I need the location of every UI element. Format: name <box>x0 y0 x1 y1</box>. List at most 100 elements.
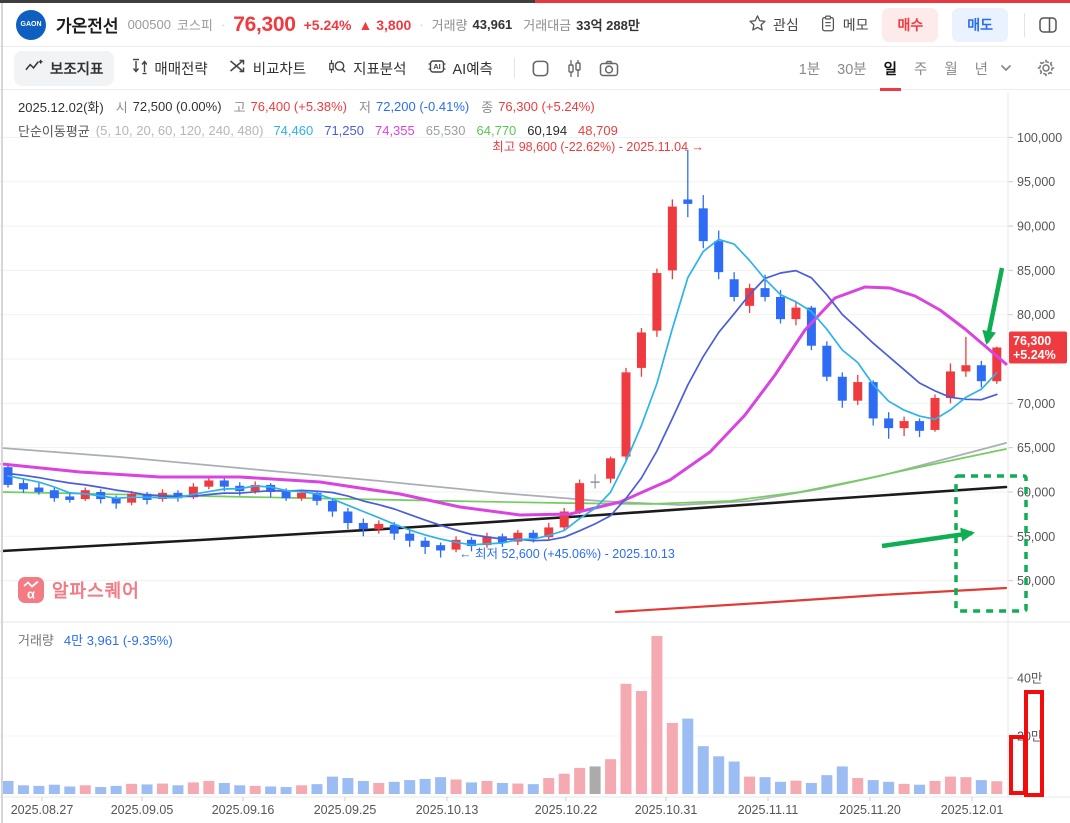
panel-toggle-icon[interactable] <box>1038 15 1058 35</box>
timeframe-day[interactable]: 일 <box>879 58 902 91</box>
price-gridlines <box>0 136 1008 582</box>
camera-icon[interactable] <box>599 59 619 77</box>
stock-logo-text: GAON <box>20 21 42 28</box>
ma-legend: 단순이동평균 (5, 10, 20, 60, 120, 240, 480) 74… <box>18 121 629 140</box>
buy-button[interactable]: 매수 <box>882 7 939 42</box>
svg-text:100,000: 100,000 <box>1017 131 1062 145</box>
close-value: 76,300 (+5.24%) <box>498 99 595 114</box>
timeframe-week[interactable]: 주 <box>913 61 928 78</box>
svg-text:2025.09.16: 2025.09.16 <box>212 803 275 817</box>
price-badge: 76,300+5.24% <box>1009 331 1067 364</box>
open-value: 72,500 (0.00%) <box>132 99 222 114</box>
long-ma-lines <box>0 442 1008 614</box>
gear-icon[interactable] <box>1036 58 1056 78</box>
dot-separator: · <box>419 17 424 32</box>
change-percent: +5.24% <box>303 16 352 33</box>
high-label: 고 <box>233 100 246 115</box>
ma-value: 64,770 <box>476 123 517 138</box>
square-select-icon[interactable] <box>531 59 550 78</box>
current-price: 76,300 <box>233 12 296 36</box>
timeframe-month[interactable]: 월 <box>944 61 958 78</box>
memo-button[interactable]: 메모 <box>819 14 869 36</box>
window-left-border <box>1 3 3 823</box>
chevron-down-icon[interactable] <box>1000 64 1012 72</box>
stock-title: 가온전선 <box>56 17 119 36</box>
ma20-line <box>0 285 1008 517</box>
svg-text:40만: 40만 <box>1017 672 1043 686</box>
star-icon <box>748 14 767 36</box>
ohlc-legend: 2025.12.02(화) 시 72,500 (0.00%) 고 76,400 … <box>18 97 595 116</box>
ma480-line <box>614 586 1008 614</box>
ma-value: 71,250 <box>324 123 364 138</box>
change-amount: ▲ 3,800 <box>358 16 412 33</box>
svg-text:+5.24%: +5.24% <box>1013 348 1056 362</box>
price-axis-labels: 100,000 95,000 90,000 85,000 80,000 70,000 65,… <box>1008 131 1062 588</box>
ma-legend-values: 74,460 71,250 74,355 65,530 64,770 60,194 48,7… <box>273 123 628 138</box>
volume-label: 거래량 <box>431 18 468 33</box>
turnover-label: 거래대금 <box>523 18 572 33</box>
analysis-button[interactable]: 지표분석 <box>327 58 407 79</box>
svg-text:90,000: 90,000 <box>1017 220 1055 234</box>
high-annotation: 최고 98,600 (-22.62%) - 2025.11.04 → <box>492 140 704 154</box>
svg-text:85,000: 85,000 <box>1017 264 1055 278</box>
compare-button[interactable]: 비교차트 <box>229 58 306 79</box>
indicator-label: 보조지표 <box>50 61 104 78</box>
svg-text:2025.09.25: 2025.09.25 <box>314 803 377 817</box>
memo-icon <box>819 14 837 36</box>
watch-button-label: 관심 <box>772 16 799 33</box>
svg-text:50,000: 50,000 <box>1017 574 1055 588</box>
pane-frames <box>0 92 1070 798</box>
ma-legend-params: (5, 10, 20, 60, 120, 240, 480) <box>95 123 264 138</box>
svg-text:← 최저 52,600 (+45.06%) - 2025.1: ← 최저 52,600 (+45.06%) - 2025.10.13 <box>459 547 675 561</box>
stock-logo: GAON <box>16 9 46 40</box>
svg-text:2025.11.11: 2025.11.11 <box>738 803 799 817</box>
indicator-button[interactable]: 보조지표 <box>14 50 115 86</box>
svg-text:2025.10.13: 2025.10.13 <box>416 803 479 817</box>
close-label: 종 <box>481 100 494 115</box>
open-label: 시 <box>115 100 128 115</box>
memo-button-label: 메모 <box>842 16 869 33</box>
volume-bars <box>2 635 1003 794</box>
drawn-dash-rect <box>954 474 1028 613</box>
timeframe-year[interactable]: 년 <box>974 61 988 78</box>
svg-text:60,000: 60,000 <box>1017 485 1055 499</box>
low-label: 저 <box>359 100 371 115</box>
candle-style-icon[interactable] <box>567 59 582 78</box>
candles <box>3 149 1002 558</box>
svg-text:65,000: 65,000 <box>1017 441 1055 455</box>
ma10-line <box>7 269 998 542</box>
timeframe-group: 1분 30분 일 주 월 년 <box>782 58 1056 91</box>
svg-text:55,000: 55,000 <box>1017 530 1055 544</box>
volume-legend: 거래량 4만 3,961 (-9.35%) <box>18 630 173 649</box>
header: GAON 가온전선 000500 코스피 · 76,300 +5.24% ▲ 3… <box>0 3 1070 47</box>
ma5-line <box>7 238 998 546</box>
ma-legend-label: 단순이동평균 <box>18 124 90 139</box>
indicator-analysis-icon <box>327 58 346 79</box>
watch-button[interactable]: 관심 <box>748 14 799 36</box>
dot-separator: · <box>220 17 226 32</box>
svg-text:최고 98,600 (-22.62%) - 2025.11.: 최고 98,600 (-22.62%) - 2025.11.04 → <box>492 140 704 154</box>
market-label: 코스피 <box>176 18 213 33</box>
strategy-button[interactable]: 매매전략 <box>131 58 208 79</box>
timeframe-30min[interactable]: 30분 <box>837 61 867 78</box>
timeframe-1min[interactable]: 1분 <box>798 61 821 78</box>
ma-value: 65,530 <box>425 123 466 138</box>
ma-value: 74,460 <box>273 123 314 138</box>
svg-text:2025.11.20: 2025.11.20 <box>839 803 901 817</box>
sell-button[interactable]: 매도 <box>952 7 1008 42</box>
ai-chip-icon: AI <box>428 58 446 79</box>
svg-text:95,000: 95,000 <box>1017 175 1055 189</box>
date-axis: 2025.08.27 2025.09.05 2025.09.16 2025.09.25… <box>11 797 1003 817</box>
svg-text:80,000: 80,000 <box>1017 308 1055 322</box>
ai-forecast-button[interactable]: AI AI예측 <box>428 58 493 79</box>
drawn-red-rects <box>1009 690 1044 797</box>
svg-text:2025.10.22: 2025.10.22 <box>535 803 598 817</box>
low-value: 72,200 (-0.41%) <box>375 99 470 114</box>
alphasquare-logo-icon: α <box>18 577 44 603</box>
drawn-green-arrows <box>881 267 1005 549</box>
alphasquare-watermark-text: 알파스퀘어 <box>52 581 140 601</box>
low-annotation: ← 최저 52,600 (+45.06%) - 2025.10.13 <box>459 547 675 561</box>
svg-text:AI: AI <box>433 62 441 71</box>
